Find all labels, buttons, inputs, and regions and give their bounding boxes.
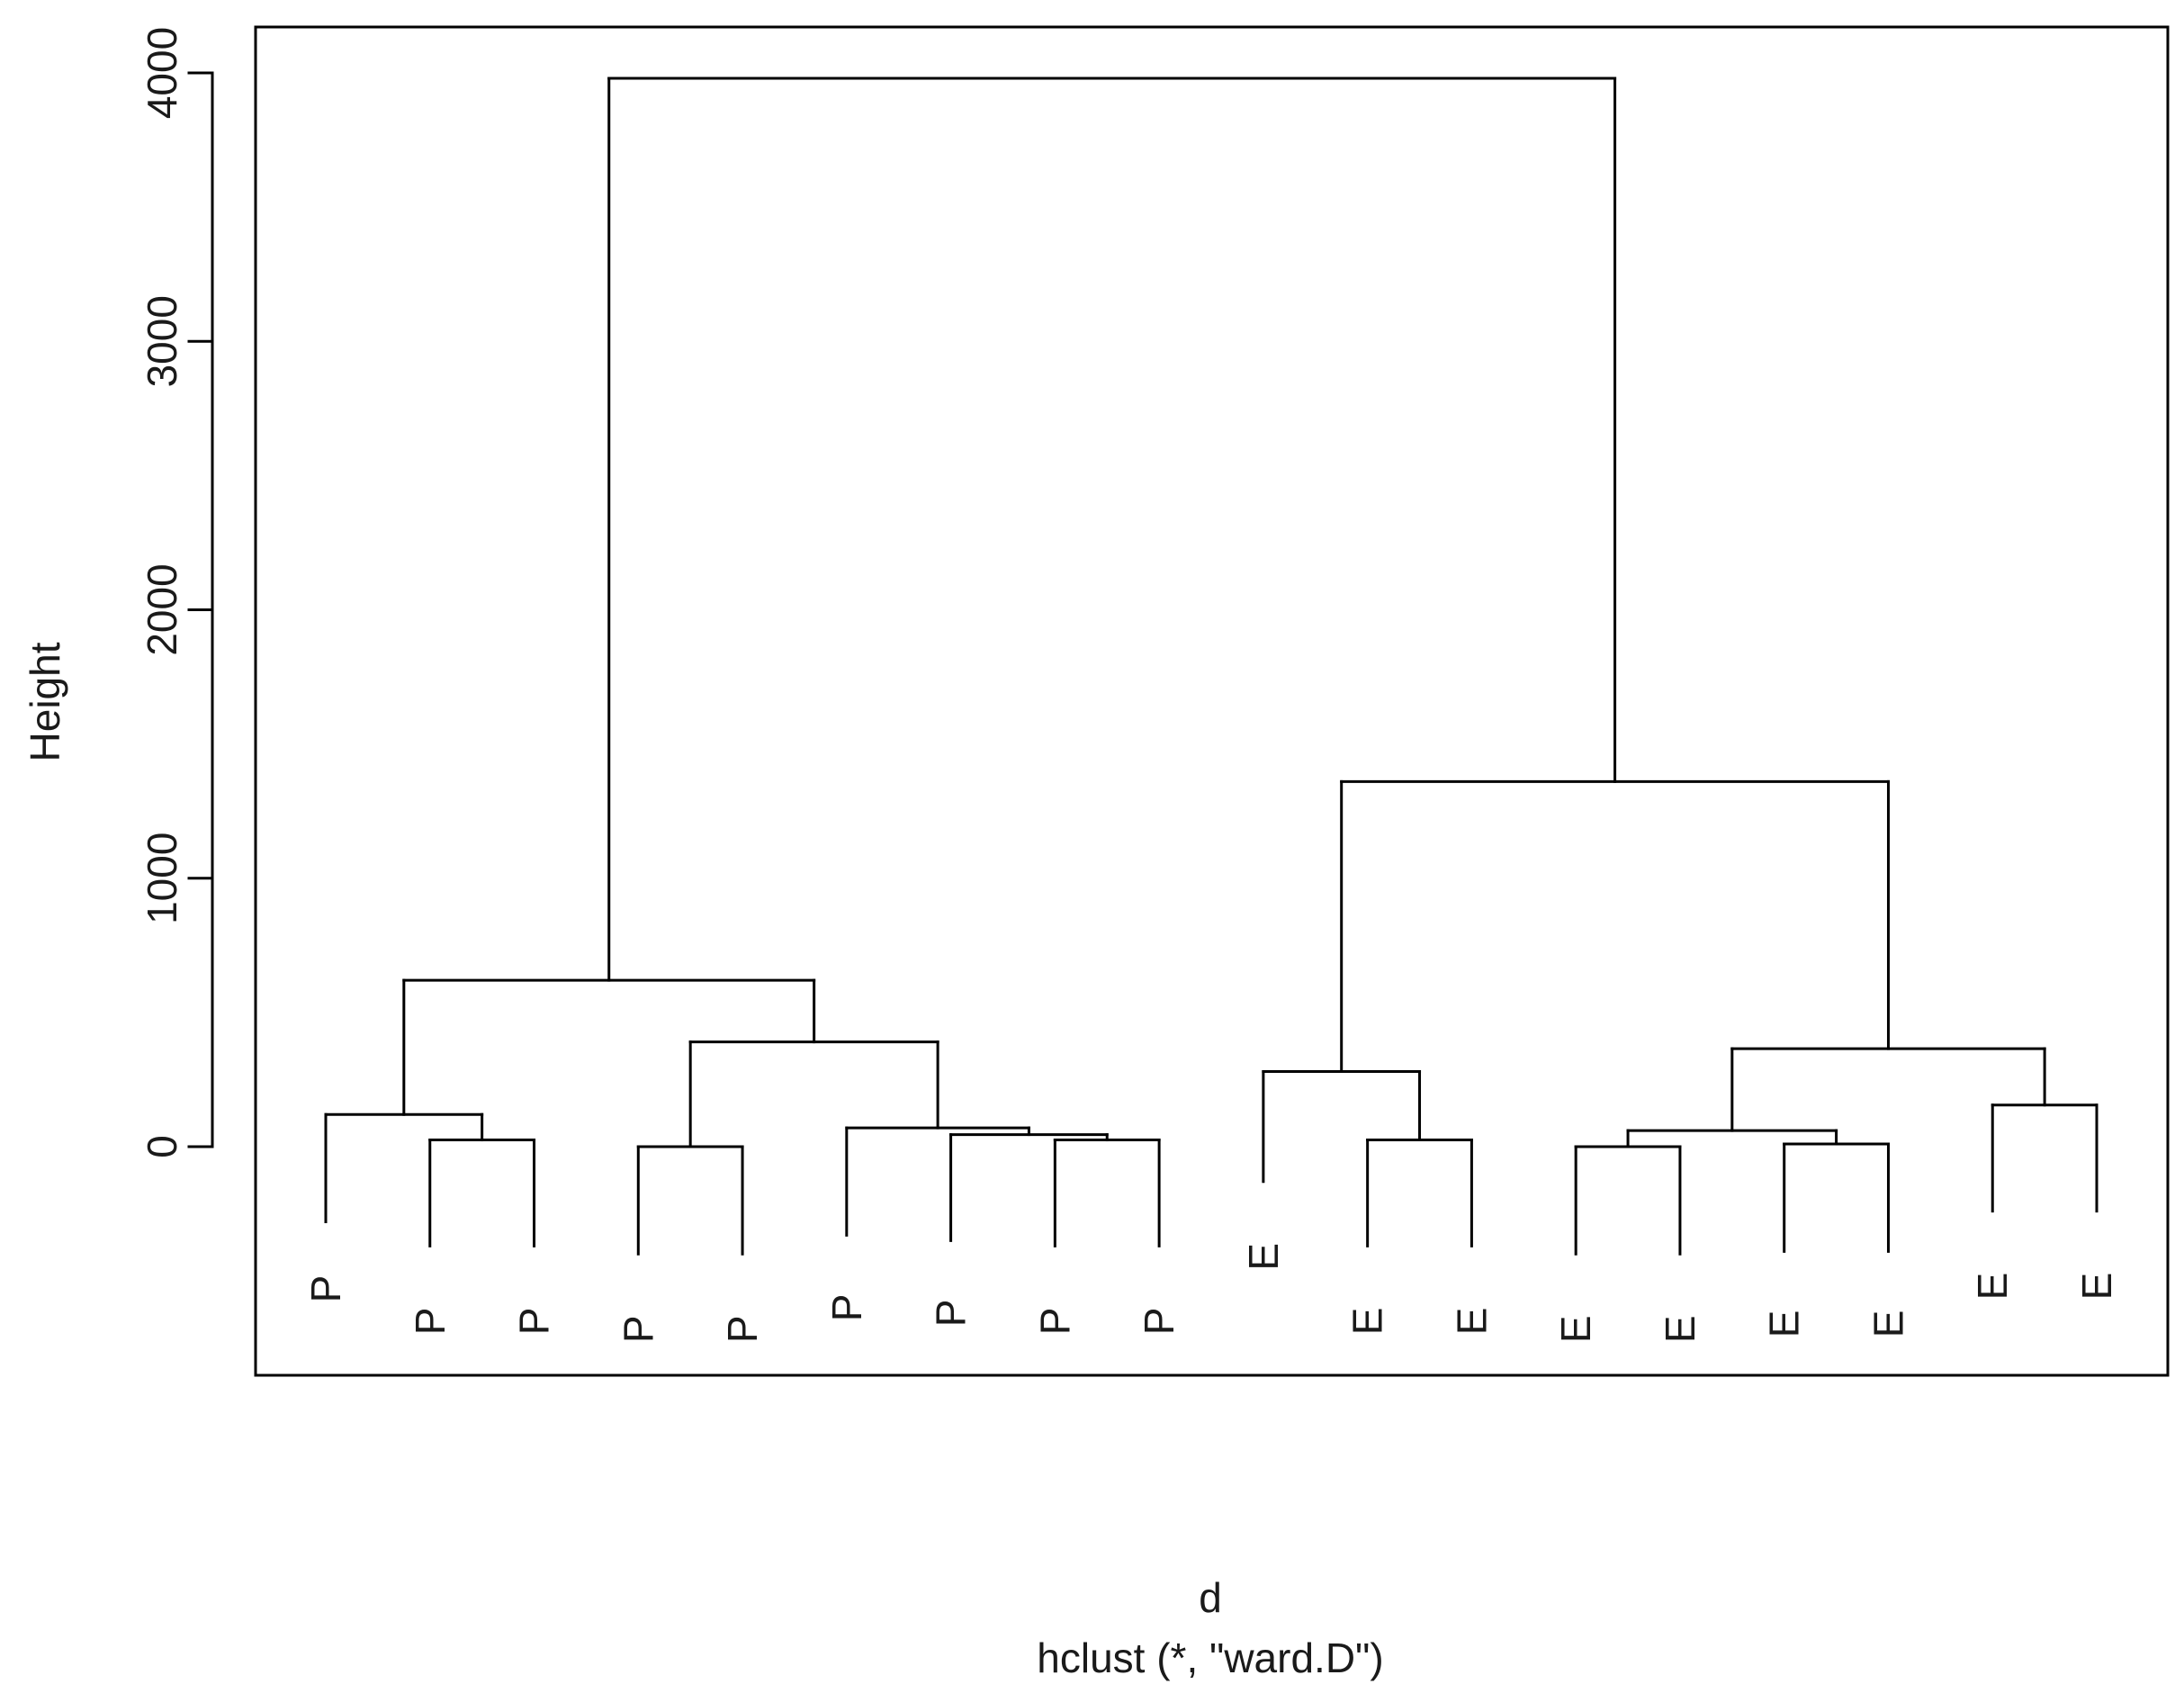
y-tick-label: 1000	[139, 833, 185, 924]
leaf-label: E	[1552, 1315, 1599, 1343]
y-tick-label: 2000	[139, 563, 185, 655]
plot-frame	[254, 25, 2170, 1377]
leaf-label: E	[1865, 1310, 1911, 1338]
leaf-label: P	[407, 1308, 454, 1336]
leaf-label: E	[1761, 1310, 1808, 1338]
leaf-label: P	[302, 1275, 349, 1303]
leaf-label: E	[1657, 1315, 1703, 1343]
leaf-label: E	[1240, 1243, 1287, 1271]
leaf-label: P	[1031, 1308, 1078, 1336]
leaf-label: P	[1136, 1308, 1182, 1336]
leaf-label: P	[511, 1308, 558, 1336]
leaf-label: E	[1448, 1308, 1495, 1336]
leaf-label: P	[719, 1315, 766, 1343]
leaf-label: E	[1969, 1273, 2016, 1301]
leaf-label: E	[1344, 1308, 1391, 1336]
y-axis-ticks: 0 1000 2000 3000 4000	[139, 27, 214, 1158]
y-axis-label: Height	[22, 642, 68, 761]
x-axis-label: d	[1199, 1574, 1222, 1621]
dendrogram-tree	[324, 77, 2099, 1256]
leaf-label: E	[2073, 1273, 2120, 1301]
y-tick-label: 0	[139, 1135, 185, 1158]
leaf-labels: P P P P P P P P P E E E E E E E E E	[302, 1243, 2120, 1343]
y-tick-label: 3000	[139, 295, 185, 387]
y-tick-label: 4000	[139, 27, 185, 119]
leaf-label: P	[823, 1294, 870, 1322]
subtitle: hclust (*, "ward.D")	[1037, 1634, 1383, 1681]
leaf-label: P	[615, 1315, 661, 1343]
leaf-label: P	[928, 1300, 975, 1328]
